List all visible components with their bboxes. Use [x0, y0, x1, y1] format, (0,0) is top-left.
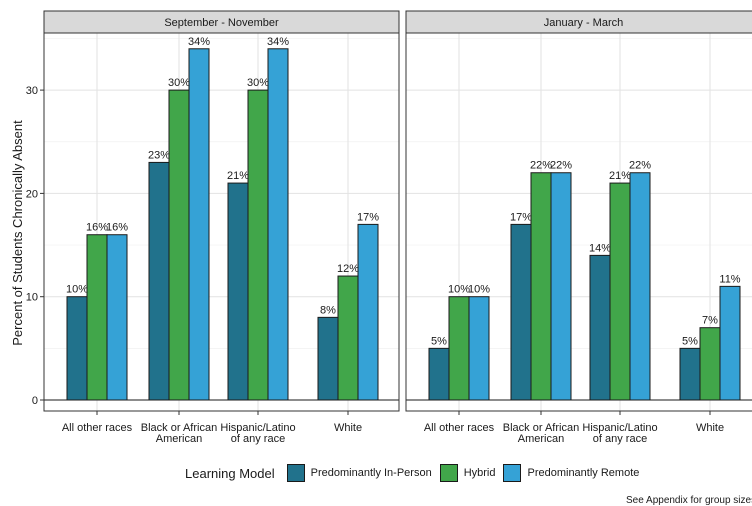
bar-predominantly-in-person-white [317, 316, 339, 401]
bar-predominantly-remote-all-other-races [106, 234, 128, 401]
x-tick-label-line: White [696, 422, 724, 434]
y-tick-label: 0 [32, 395, 38, 407]
bar-predominantly-in-person-all-other-races [66, 296, 88, 401]
data-label: 17% [357, 211, 379, 223]
bar-predominantly-in-person-black-or-african-american [510, 223, 532, 401]
data-label: 14% [589, 242, 611, 254]
bar-predominantly-remote-white [719, 285, 741, 401]
x-tick-label-line: Black or African [503, 422, 579, 434]
data-label: 21% [609, 170, 631, 182]
legend-label-in-person: Predominantly In-Person [310, 467, 432, 479]
y-tick-label: 20 [26, 188, 38, 200]
data-label: 12% [337, 263, 359, 275]
strip-title: September - November [164, 17, 279, 29]
data-label: 5% [682, 335, 698, 347]
y-axis-label: Percent of Students Chronically Absent [10, 120, 25, 346]
bar-hybrid-all-other-races [86, 234, 108, 401]
bar-hybrid-black-or-african-american [530, 172, 552, 401]
legend: Learning Model Predominantly In-Person H… [185, 462, 647, 484]
data-label: 30% [247, 77, 269, 89]
x-tick-label: Hispanic/Latino of any race [582, 422, 657, 445]
legend-label-hybrid: Hybrid [463, 467, 496, 479]
bar-hybrid-hispanic-latino-of-any-race [609, 182, 631, 401]
x-tick-label: All other races [62, 422, 133, 434]
x-tick-label-line: of any race [593, 433, 647, 445]
bar-hybrid-white [699, 327, 721, 401]
data-label: 10% [448, 284, 470, 296]
data-label: 7% [702, 315, 718, 327]
y-tick-label: 10 [26, 292, 38, 304]
x-tick-label: Black or African American [503, 422, 579, 445]
panel-september-november: September - November 10% 16%16% All other r… [43, 10, 400, 445]
data-label: 21% [227, 170, 249, 182]
legend-swatch-remote [503, 464, 522, 482]
data-label: 30% [168, 77, 190, 89]
bar-predominantly-in-person-hispanic-latino-of-any-race [589, 254, 611, 401]
bar-predominantly-remote-all-other-races [468, 296, 490, 401]
bar-hybrid-hispanic-latino-of-any-race [247, 89, 269, 401]
panel-border [43, 32, 400, 412]
data-label: 16% [86, 222, 108, 234]
bar-predominantly-in-person-white [679, 347, 701, 401]
data-label: 17% [510, 211, 532, 223]
bar-hybrid-black-or-african-american [168, 89, 190, 401]
legend-item-in-person: Predominantly In-Person [286, 464, 432, 482]
data-label: 11% [719, 273, 740, 285]
data-label: 23% [148, 149, 170, 161]
x-tick-label-line: Black or African [141, 422, 217, 434]
x-tick-label-line: All other races [424, 422, 495, 434]
data-label: 10% [468, 284, 490, 296]
x-tick-label-line: Hispanic/Latino [220, 422, 295, 434]
y-tick-label: 30 [26, 85, 38, 97]
data-label: 22% [550, 160, 572, 172]
legend-swatch-hybrid [439, 464, 458, 482]
x-tick-label: Black or African American [141, 422, 217, 445]
data-label: 5% [431, 335, 447, 347]
bar-predominantly-in-person-black-or-african-american [148, 161, 170, 401]
strip-title: January - March [544, 17, 623, 29]
footnote: See Appendix for group sizes [626, 495, 752, 506]
legend-item-hybrid: Hybrid [439, 464, 496, 482]
data-label: 34% [188, 36, 210, 48]
bar-hybrid-white [337, 275, 359, 401]
bar-predominantly-remote-black-or-african-american [188, 48, 210, 401]
x-tick-label: White [334, 422, 362, 434]
x-tick-label: All other races [424, 422, 495, 434]
legend-label-remote: Predominantly Remote [527, 467, 640, 479]
x-tick-label-line: Hispanic/Latino [582, 422, 657, 434]
x-tick-label: White [696, 422, 724, 434]
x-tick-label-line: American [518, 433, 564, 445]
panel-border [405, 32, 752, 412]
x-tick-label-line: of any race [231, 433, 285, 445]
bar-predominantly-in-person-hispanic-latino-of-any-race [227, 182, 249, 401]
data-label: 22% [530, 160, 552, 172]
bar-predominantly-remote-hispanic-latino-of-any-race [629, 172, 651, 401]
legend-title: Learning Model [185, 465, 275, 481]
bar-predominantly-remote-hispanic-latino-of-any-race [267, 48, 289, 401]
data-label: 16% [106, 222, 128, 234]
panel-january-march: January - March 5% 10%10% All other races 17… [405, 10, 752, 445]
bar-predominantly-in-person-all-other-races [428, 347, 450, 401]
data-label: 8% [320, 304, 336, 316]
x-tick-label-line: White [334, 422, 362, 434]
panels-layer: September - November 10% 16%16% All other r… [26, 10, 752, 445]
bar-predominantly-remote-black-or-african-american [550, 172, 572, 401]
legend-item-remote: Predominantly Remote [503, 464, 639, 482]
x-tick-label-line: American [156, 433, 202, 445]
bar-predominantly-remote-white [357, 223, 379, 401]
x-tick-label-line: All other races [62, 422, 133, 434]
bar-hybrid-all-other-races [448, 296, 470, 401]
x-tick-label: Hispanic/Latino of any race [220, 422, 295, 445]
data-label: 10% [66, 284, 88, 296]
data-label: 22% [629, 160, 651, 172]
legend-swatch-in-person [286, 464, 305, 482]
data-label: 34% [267, 36, 289, 48]
